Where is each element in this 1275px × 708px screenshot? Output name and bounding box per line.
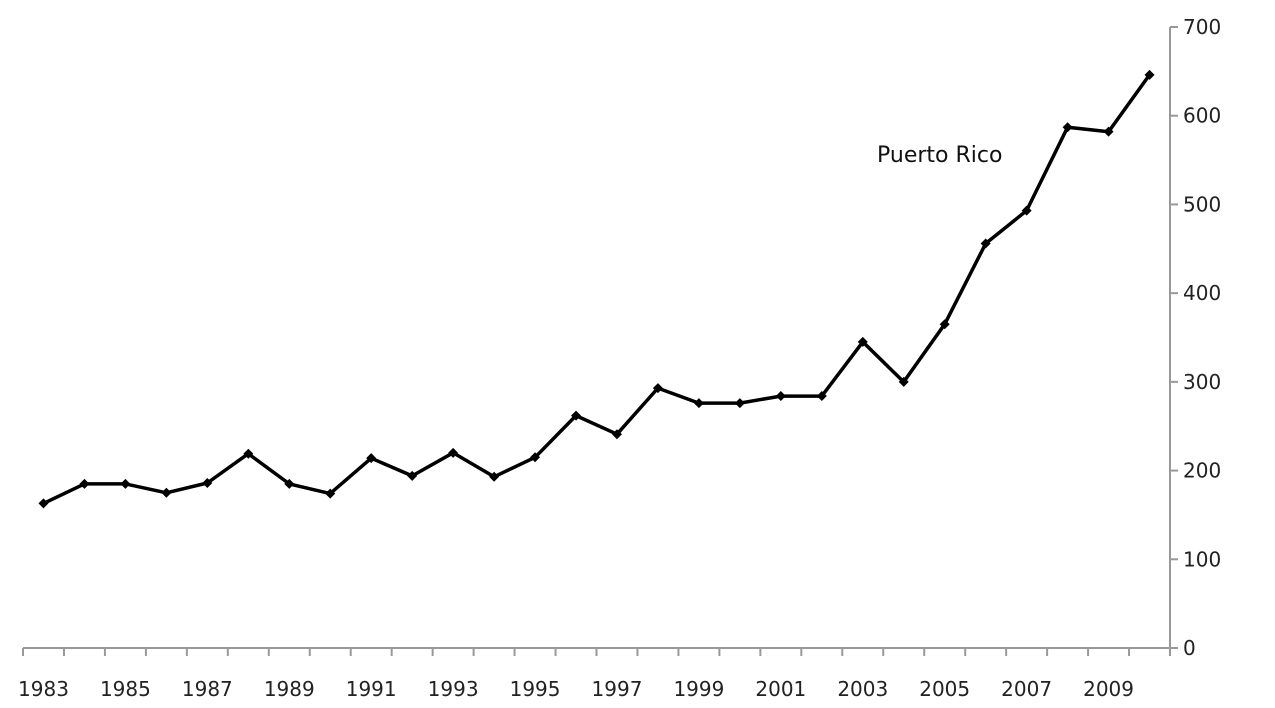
data-point-marker — [980, 238, 991, 249]
y-tick-label: 500 — [1183, 192, 1221, 216]
x-tick-label: 1999 — [673, 677, 724, 701]
data-point-marker — [652, 383, 663, 394]
data-point-marker — [530, 452, 541, 463]
data-point-marker — [202, 477, 213, 488]
y-tick-label: 400 — [1183, 281, 1221, 305]
data-point-marker — [1062, 122, 1073, 133]
x-tick-label: 1993 — [428, 677, 479, 701]
x-axis-ticks: 1983 1985 1987 1989 1991 1993 1995 1997 1999 2001… — [18, 648, 1171, 701]
series-label-puerto-rico: Puerto Rico — [877, 143, 1002, 168]
x-tick-label: 1985 — [100, 677, 151, 701]
data-point-marker — [161, 487, 172, 498]
y-tick-label: 100 — [1183, 547, 1221, 571]
x-tick-label: 1995 — [510, 677, 561, 701]
data-point-marker — [1144, 69, 1155, 80]
x-tick-label: 1983 — [18, 677, 69, 701]
data-point-marker — [284, 478, 295, 489]
y-tick-label: 0 — [1183, 636, 1196, 660]
data-point-marker — [775, 391, 786, 402]
data-point-marker — [1021, 205, 1032, 216]
series-layer — [38, 69, 1155, 509]
data-point-marker — [38, 498, 49, 509]
data-point-marker — [857, 336, 868, 347]
x-tick-label: 2009 — [1083, 677, 1134, 701]
data-point-marker — [816, 391, 827, 402]
data-point-marker — [79, 478, 90, 489]
data-point-marker — [407, 470, 418, 481]
y-tick-label: 700 — [1183, 15, 1221, 39]
x-tick-label: 1991 — [346, 677, 397, 701]
data-point-marker — [734, 398, 745, 409]
y-axis-ticks: 0 100 200 300 400 500 600 700 — [1170, 15, 1221, 660]
data-point-marker — [366, 453, 377, 464]
y-axis: 0 100 200 300 400 500 600 700 — [1169, 15, 1221, 660]
data-point-marker — [1103, 126, 1114, 137]
x-tick-label: 2005 — [919, 677, 970, 701]
x-tick-label: 1997 — [592, 677, 643, 701]
y-tick-label: 600 — [1183, 104, 1221, 128]
data-point-marker — [448, 447, 459, 458]
data-point-marker — [120, 478, 131, 489]
x-tick-label: 1989 — [264, 677, 315, 701]
data-point-marker — [325, 488, 336, 499]
data-point-marker — [939, 319, 950, 330]
data-point-marker — [611, 429, 622, 440]
x-axis: 1983 1985 1987 1989 1991 1993 1995 1997 1999 2001… — [18, 647, 1171, 701]
data-point-marker — [571, 410, 582, 421]
x-tick-label: 2007 — [1001, 677, 1052, 701]
data-point-marker — [898, 376, 909, 387]
data-point-marker — [489, 471, 500, 482]
x-tick-label: 1987 — [182, 677, 233, 701]
y-tick-label: 200 — [1183, 459, 1221, 483]
data-point-marker — [243, 448, 254, 459]
x-tick-label: 2003 — [837, 677, 888, 701]
y-tick-label: 300 — [1183, 370, 1221, 394]
data-point-marker — [693, 398, 704, 409]
series-line — [41, 73, 1152, 506]
x-tick-label: 2001 — [755, 677, 806, 701]
